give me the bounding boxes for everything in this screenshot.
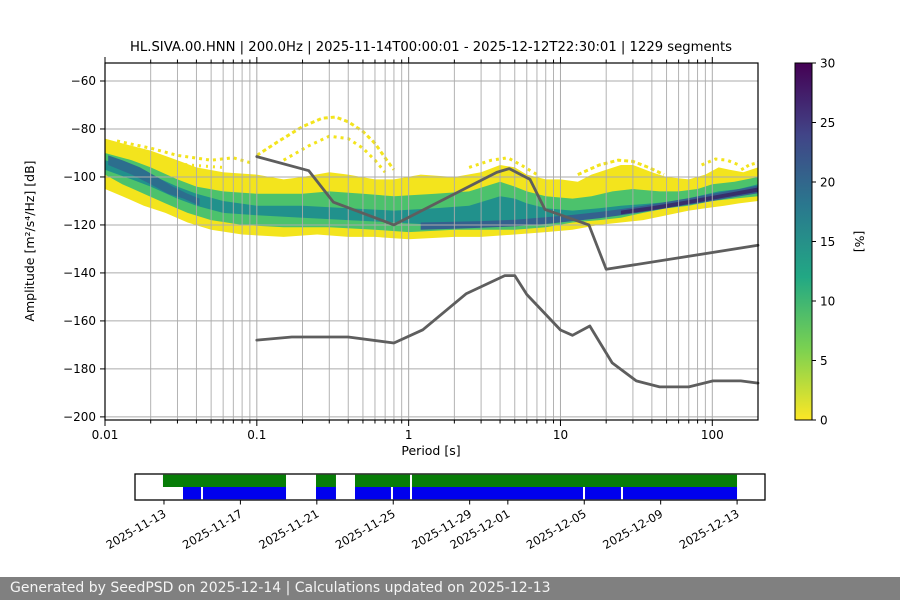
footer-status-bar: Generated by SeedPSD on 2025-12-14 | Cal…	[0, 577, 900, 600]
speckle-left-speckles-1	[116, 139, 251, 165]
y-tick-label: −60	[71, 74, 96, 88]
band-right-ridge-dark-core	[620, 187, 758, 215]
timeline-green-segment	[354, 474, 410, 487]
timeline-green-segment	[412, 474, 738, 487]
colorbar-tick-label: 0	[820, 414, 828, 428]
timeline-blue-segment	[315, 487, 336, 500]
timeline-blue-segment	[183, 487, 202, 500]
figure-canvas: HL.SIVA.00.HNN | 200.0Hz | 2025-11-14T00…	[22, 40, 867, 552]
timeline-green-segment	[315, 474, 336, 487]
axes-spines	[104, 62, 759, 421]
grid-lines	[104, 63, 758, 420]
timeline-date-label: 2025-12-13	[677, 506, 742, 552]
y-tick-label: −80	[71, 122, 96, 136]
colorbar-tick-label: 25	[820, 116, 835, 130]
peterson-noise-model-lines	[255, 155, 760, 389]
colorbar-tick-label: 30	[820, 57, 835, 71]
timeline-blue-segment	[412, 487, 583, 500]
timeline-green-segment	[162, 474, 287, 487]
x-axis: 0.01 0.1 1 10 100	[92, 57, 724, 442]
timeline-date-label: 2025-11-13	[104, 506, 169, 552]
coverage-timeline: 2025-11-13 2025-11-17 2025-11-21 2025-11-25…	[104, 473, 766, 552]
x-tick-label: 1	[405, 428, 413, 442]
colorbar-gradient	[794, 62, 813, 421]
y-tick-label: −160	[63, 314, 96, 328]
timeline-blue-segment	[392, 487, 410, 500]
speckle-100s-speckles	[701, 157, 740, 167]
x-tick-label: 0.01	[92, 428, 119, 442]
timeline-date-label: 2025-12-05	[524, 506, 589, 552]
timeline-date-label: 2025-11-25	[333, 506, 398, 552]
speckle-microseism-speckles	[468, 156, 538, 176]
plot-border	[104, 62, 759, 421]
y-tick-label: −180	[63, 362, 96, 376]
x-axis-label: Period [s]	[401, 443, 460, 458]
nlnm-line	[255, 274, 760, 389]
y-tick-label: −120	[63, 218, 96, 232]
timeline-blue-segment	[202, 487, 287, 500]
psd-histogram	[105, 138, 758, 240]
low-probability-speckles	[116, 115, 759, 181]
y-tick-label: −100	[63, 170, 96, 184]
colorbar-tick-label: 15	[820, 235, 835, 249]
colorbar-tick-label: 10	[820, 295, 835, 309]
footer-text: Generated by SeedPSD on 2025-12-14 | Cal…	[10, 580, 551, 596]
y-tick-label: −200	[63, 410, 96, 424]
colorbar-tick-label: 20	[820, 176, 835, 190]
colorbar: 0 5 10 15 20 25 30 [%]	[794, 57, 867, 428]
speckle-20s-bump-inner	[586, 168, 646, 181]
plot-title: HL.SIVA.00.HNN | 200.0Hz | 2025-11-14T00…	[130, 40, 732, 55]
timeline-date-label: 2025-11-21	[256, 506, 321, 552]
band-teal-band	[105, 160, 758, 225]
x-tick-label: 100	[701, 428, 724, 442]
band-left-high-probability-ridge	[108, 155, 200, 206]
x-tick-label: 10	[553, 428, 568, 442]
timeline-blue-segment	[585, 487, 621, 500]
x-tick-label: 0.1	[247, 428, 266, 442]
nhnm-line	[255, 155, 760, 271]
timeline-blue-segment	[354, 487, 391, 500]
timeline-date-label: 2025-12-09	[600, 506, 665, 552]
y-axis: −60 −80 −100 −120 −140 −160 −180 −200	[63, 74, 105, 424]
timeline-blue-segment	[622, 487, 738, 500]
timeline-date-label: 2025-11-17	[180, 506, 245, 552]
speckle-20s-bump	[577, 158, 665, 176]
colorbar-label: [%]	[852, 231, 867, 253]
colorbar-tick-label: 5	[820, 354, 828, 368]
y-tick-label: −140	[63, 266, 96, 280]
y-axis-label: Amplitude [m²/s⁴/Hz] [dB]	[22, 160, 37, 321]
